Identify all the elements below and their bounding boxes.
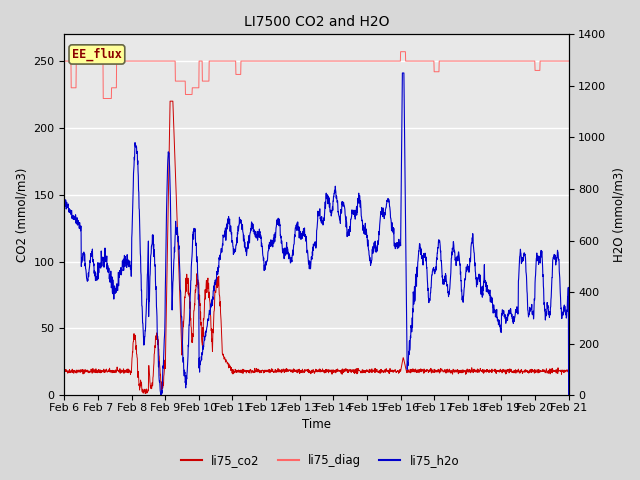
Title: LI7500 CO2 and H2O: LI7500 CO2 and H2O [244,15,389,29]
Y-axis label: CO2 (mmol/m3): CO2 (mmol/m3) [15,168,28,262]
Y-axis label: H2O (mmol/m3): H2O (mmol/m3) [612,168,625,262]
Text: EE_flux: EE_flux [72,48,122,61]
X-axis label: Time: Time [302,419,331,432]
Legend: li75_co2, li75_diag, li75_h2o: li75_co2, li75_diag, li75_h2o [176,449,464,472]
